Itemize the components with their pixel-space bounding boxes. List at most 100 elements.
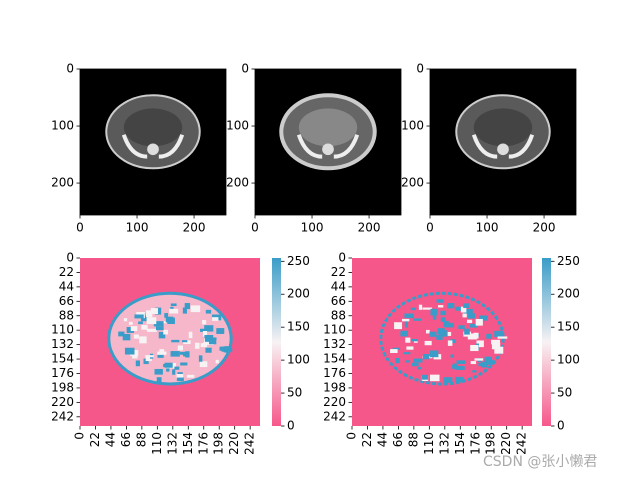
texture-cell bbox=[403, 352, 411, 355]
y-tick-label: 0 bbox=[66, 251, 74, 265]
x-tick-label: 88 bbox=[134, 432, 148, 447]
plot-area bbox=[255, 69, 401, 215]
texture-cell bbox=[404, 313, 415, 319]
x-tick-label: 220 bbox=[499, 432, 513, 455]
x-tick-label: 242 bbox=[515, 432, 529, 455]
texture-cell bbox=[169, 308, 179, 314]
abdomen bbox=[298, 108, 358, 147]
texture-cell bbox=[406, 346, 414, 350]
x-tick-label: 198 bbox=[212, 432, 226, 455]
texture-cell bbox=[456, 365, 465, 370]
texture-cell bbox=[167, 317, 175, 325]
texture-cell bbox=[134, 314, 144, 319]
texture-cell bbox=[494, 330, 504, 338]
y-tick-label: 0 bbox=[66, 62, 74, 76]
texture-cell bbox=[436, 335, 443, 340]
texture-cell bbox=[390, 349, 398, 354]
pelvis-bone bbox=[121, 134, 185, 159]
colorbar bbox=[272, 258, 281, 426]
x-tick-label: 176 bbox=[468, 432, 482, 455]
texture-cell bbox=[128, 321, 133, 325]
texture-cell bbox=[462, 313, 467, 318]
texture-cell bbox=[411, 338, 418, 342]
y-tick-label: 198 bbox=[51, 380, 74, 394]
texture-cell bbox=[200, 328, 206, 332]
texture-cell bbox=[444, 322, 454, 328]
texture-cell bbox=[472, 370, 477, 373]
texture-cell bbox=[429, 350, 439, 358]
texture-cell bbox=[487, 360, 492, 364]
texture-cell bbox=[436, 299, 444, 303]
y-tick-label: 200 bbox=[51, 176, 74, 190]
texture-cell bbox=[440, 317, 446, 322]
texture-cell bbox=[157, 352, 164, 358]
texture-cell bbox=[437, 305, 444, 308]
x-tick-label: 200 bbox=[183, 221, 206, 235]
texture-cell bbox=[198, 355, 203, 362]
texture-cell bbox=[150, 308, 158, 315]
texture-cell bbox=[172, 369, 176, 375]
texture-cell bbox=[143, 358, 149, 365]
texture-cell bbox=[422, 307, 433, 310]
texture-cell bbox=[486, 333, 492, 339]
x-tick-label: 0 bbox=[426, 221, 434, 235]
texture-cell bbox=[118, 331, 125, 337]
colorbar-tick-label: 0 bbox=[557, 419, 565, 433]
x-tick-label: 132 bbox=[165, 432, 179, 455]
x-tick-label: 66 bbox=[119, 432, 133, 447]
texture-cell bbox=[491, 339, 500, 345]
y-tick-label: 0 bbox=[416, 62, 424, 76]
colorbar-tick-label: 200 bbox=[557, 287, 580, 301]
texture-cell bbox=[455, 306, 464, 311]
texture-cell bbox=[464, 328, 470, 335]
x-tick-label: 198 bbox=[484, 432, 498, 455]
pelvis-bone bbox=[471, 134, 535, 159]
texture-cell bbox=[194, 342, 200, 349]
texture-cell bbox=[392, 347, 400, 350]
texture-cell bbox=[481, 361, 488, 368]
y-tick-label: 22 bbox=[59, 265, 74, 279]
x-tick-label: 22 bbox=[88, 432, 102, 447]
texture-cell bbox=[456, 360, 466, 365]
texture-cell bbox=[443, 377, 453, 383]
texture-cell bbox=[447, 303, 455, 309]
y-tick-label: 88 bbox=[331, 308, 346, 322]
x-tick-label: 22 bbox=[360, 432, 374, 447]
x-tick-label: 0 bbox=[73, 432, 87, 440]
y-tick-label: 132 bbox=[323, 337, 346, 351]
pelvis-bone bbox=[296, 134, 360, 159]
y-tick-label: 220 bbox=[51, 395, 74, 409]
texture-cell bbox=[130, 326, 138, 332]
texture-cell bbox=[212, 317, 219, 321]
texture-cell bbox=[126, 327, 135, 333]
y-tick-label: 132 bbox=[51, 337, 74, 351]
x-tick-label: 154 bbox=[181, 432, 195, 455]
texture-cell bbox=[164, 313, 169, 318]
texture-cell bbox=[437, 328, 445, 335]
y-tick-label: 44 bbox=[59, 279, 74, 293]
texture-cell bbox=[478, 315, 488, 321]
x-tick-label: 200 bbox=[533, 221, 556, 235]
texture-cell bbox=[455, 376, 464, 383]
texture-cell bbox=[463, 303, 470, 309]
texture-cell bbox=[188, 331, 193, 339]
texture-cell bbox=[469, 323, 478, 328]
texture-cell bbox=[185, 351, 190, 358]
texture-cell bbox=[460, 306, 467, 313]
texture-cell bbox=[156, 377, 162, 385]
colorbar-tick-label: 150 bbox=[287, 320, 310, 334]
x-tick-label: 200 bbox=[358, 221, 381, 235]
y-tick-label: 0 bbox=[338, 251, 346, 265]
x-tick-label: 0 bbox=[251, 221, 259, 235]
texture-cell bbox=[475, 318, 483, 326]
texture-cell bbox=[470, 344, 479, 352]
texture-cell bbox=[186, 374, 195, 378]
texture-cell bbox=[447, 340, 453, 346]
texture-cell bbox=[224, 346, 231, 353]
texture-cell bbox=[200, 343, 208, 348]
texture-cell bbox=[146, 317, 157, 325]
x-tick-label: 242 bbox=[243, 432, 257, 455]
texture-cell bbox=[410, 307, 416, 311]
texture-cell bbox=[474, 358, 484, 361]
texture-cell bbox=[202, 320, 207, 325]
